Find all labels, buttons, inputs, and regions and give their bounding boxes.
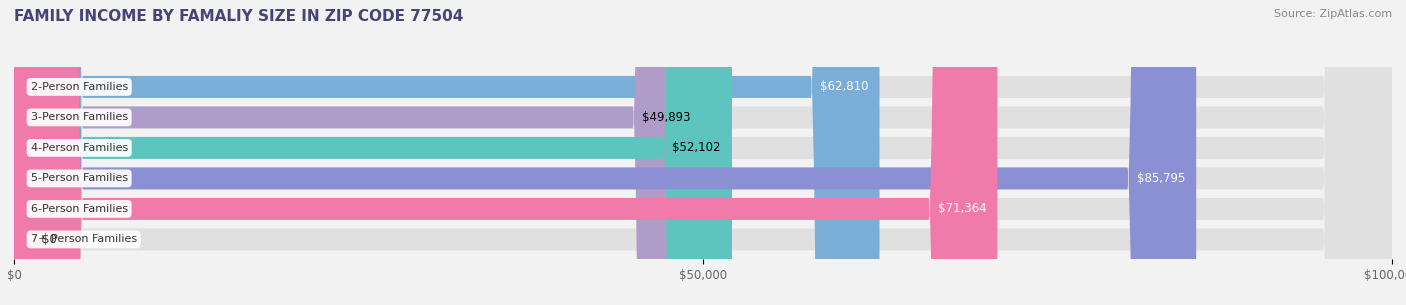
FancyBboxPatch shape xyxy=(14,0,733,305)
FancyBboxPatch shape xyxy=(14,0,1197,305)
FancyBboxPatch shape xyxy=(14,0,1392,305)
Text: $62,810: $62,810 xyxy=(820,81,869,93)
Text: FAMILY INCOME BY FAMALIY SIZE IN ZIP CODE 77504: FAMILY INCOME BY FAMALIY SIZE IN ZIP COD… xyxy=(14,9,464,24)
FancyBboxPatch shape xyxy=(14,0,702,305)
FancyBboxPatch shape xyxy=(14,0,1392,305)
Text: $85,795: $85,795 xyxy=(1137,172,1185,185)
Text: 7+ Person Families: 7+ Person Families xyxy=(31,235,136,244)
FancyBboxPatch shape xyxy=(14,0,1392,305)
Text: 2-Person Families: 2-Person Families xyxy=(31,82,128,92)
Text: $0: $0 xyxy=(42,233,56,246)
Text: 3-Person Families: 3-Person Families xyxy=(31,113,128,122)
FancyBboxPatch shape xyxy=(14,0,1392,305)
Text: $52,102: $52,102 xyxy=(672,142,721,154)
Text: Source: ZipAtlas.com: Source: ZipAtlas.com xyxy=(1274,9,1392,19)
FancyBboxPatch shape xyxy=(14,0,997,305)
Text: $71,364: $71,364 xyxy=(938,203,987,215)
Text: 4-Person Families: 4-Person Families xyxy=(31,143,128,153)
Text: $49,893: $49,893 xyxy=(643,111,690,124)
FancyBboxPatch shape xyxy=(14,0,880,305)
FancyBboxPatch shape xyxy=(14,0,1392,305)
Text: 6-Person Families: 6-Person Families xyxy=(31,204,128,214)
Text: 5-Person Families: 5-Person Families xyxy=(31,174,128,183)
FancyBboxPatch shape xyxy=(14,0,1392,305)
